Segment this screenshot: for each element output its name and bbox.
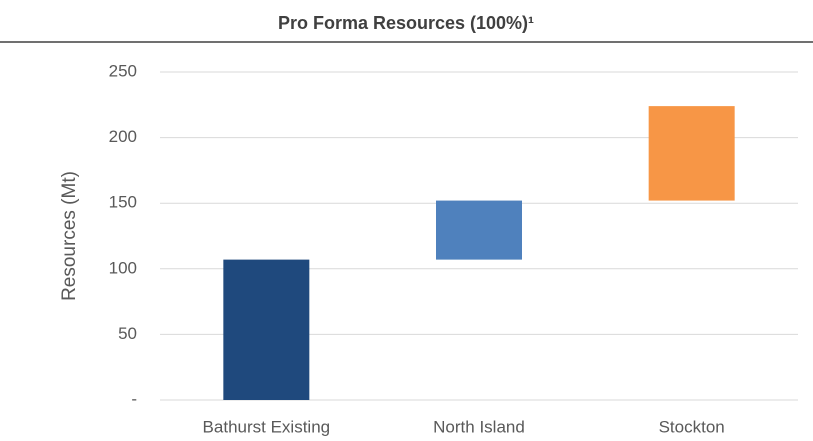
x-tick-label: North Island (433, 417, 525, 436)
y-tick-label: 200 (109, 127, 137, 146)
y-tick-label: 100 (109, 258, 137, 277)
y-tick-label: 50 (118, 324, 137, 343)
x-tick-label: Bathurst Existing (203, 417, 331, 436)
x-tick-label: Stockton (659, 417, 725, 436)
chart-title: Pro Forma Resources (100%)¹ (278, 13, 534, 33)
bar (223, 259, 310, 400)
y-axis-label: Resources (Mt) (59, 171, 80, 301)
y-tick-label: 150 (109, 193, 137, 212)
bar (648, 106, 735, 201)
y-tick-label: 250 (109, 61, 137, 80)
bar (436, 200, 522, 260)
y-tick-label: - (131, 389, 137, 408)
